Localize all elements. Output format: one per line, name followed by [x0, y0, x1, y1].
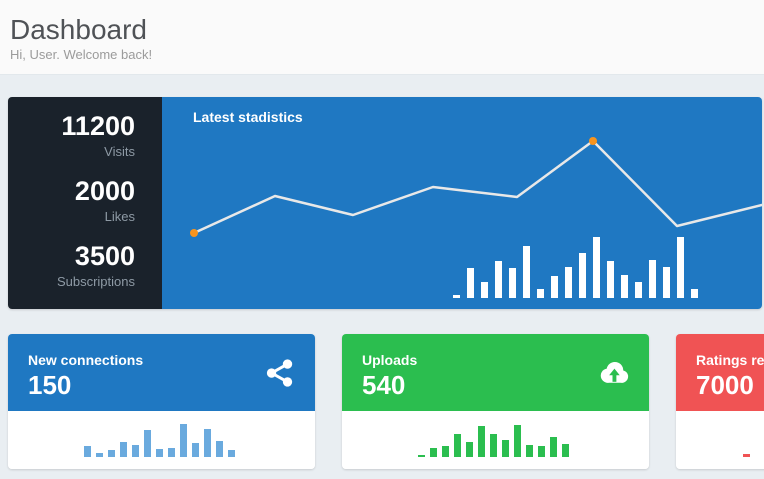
chart-bar	[550, 437, 557, 457]
stats-line-chart	[190, 137, 762, 237]
chart-bar	[180, 424, 187, 457]
chart-bar	[537, 289, 544, 298]
line-marker-dot	[190, 229, 198, 237]
card-ratings-received-header: Ratings received 7000	[676, 334, 764, 411]
chart-bar	[442, 446, 449, 457]
chart-bar	[120, 442, 127, 457]
card-ratings-received-value: 7000	[696, 370, 754, 400]
stat-visits: 11200 Visits	[8, 109, 135, 161]
stats-chart-area: Latest stadistics	[162, 97, 762, 309]
chart-bar	[453, 295, 460, 298]
stat-subscriptions-label: Subscriptions	[56, 274, 135, 289]
latest-statistics-panel: 11200 Visits 2000 Likes 3500 Subscriptio…	[8, 97, 762, 309]
chart-bar	[108, 450, 115, 457]
stat-likes-label: Likes	[104, 209, 135, 224]
stat-subscriptions: 3500 Subscriptions	[8, 239, 135, 291]
card-uploads[interactable]: Uploads 540	[342, 334, 649, 469]
chart-bar	[490, 434, 497, 457]
share-icon	[266, 359, 293, 387]
chart-bar	[228, 450, 235, 457]
chart-bar	[743, 454, 750, 457]
card-new-connections-mini-chart	[84, 424, 235, 457]
chart-bar	[635, 282, 642, 298]
chart-bar	[607, 261, 614, 298]
card-uploads-body	[342, 411, 649, 469]
stat-likes: 2000 Likes	[8, 174, 135, 226]
card-new-connections-value: 150	[28, 370, 72, 400]
chart-bar	[96, 453, 103, 457]
chart-bar	[204, 429, 211, 457]
stats-line	[192, 139, 762, 235]
chart-bar	[551, 276, 558, 298]
chart-bar	[467, 268, 474, 298]
chart-bar	[132, 445, 139, 457]
chart-bar	[418, 455, 425, 457]
chart-bar	[509, 268, 516, 298]
card-new-connections[interactable]: New connections 150	[8, 334, 315, 469]
chart-bar	[454, 434, 461, 457]
card-ratings-received-title: Ratings received	[696, 352, 764, 368]
card-ratings-received-mini-chart	[743, 454, 750, 457]
chart-bar	[562, 444, 569, 457]
stats-line-dots	[190, 137, 597, 237]
card-ratings-received[interactable]: Ratings received 7000	[676, 334, 764, 469]
card-uploads-header: Uploads 540	[342, 334, 649, 411]
stat-visits-value: 11200	[61, 111, 135, 141]
chart-bar	[84, 446, 91, 457]
chart-bar	[621, 275, 628, 298]
card-ratings-received-body	[676, 411, 764, 469]
chart-bar	[144, 430, 151, 457]
chart-bar	[538, 446, 545, 457]
chart-bar	[677, 237, 684, 298]
chart-bar	[168, 448, 175, 457]
chart-bar	[495, 261, 502, 298]
chart-bar	[216, 441, 223, 457]
stat-visits-label: Visits	[104, 144, 135, 159]
chart-bar	[663, 267, 670, 298]
stats-chart-title: Latest stadistics	[193, 109, 303, 125]
page-title: Dashboard	[10, 14, 147, 45]
card-uploads-title: Uploads	[362, 352, 418, 368]
card-new-connections-body	[8, 411, 315, 469]
card-uploads-mini-chart	[418, 425, 569, 457]
line-marker-dot	[589, 137, 597, 145]
card-new-connections-header: New connections 150	[8, 334, 315, 411]
chart-bar	[526, 445, 533, 457]
chart-bar	[514, 425, 521, 457]
cloud-upload-icon	[600, 361, 629, 383]
stats-bar-chart	[453, 237, 698, 298]
card-new-connections-title: New connections	[28, 352, 144, 368]
stats-summary-sidebar: 11200 Visits 2000 Likes 3500 Subscriptio…	[8, 97, 162, 309]
chart-bar	[192, 443, 199, 457]
chart-bar	[649, 260, 656, 298]
card-uploads-value: 540	[362, 370, 406, 400]
chart-bar	[502, 440, 509, 457]
chart-bar	[466, 442, 473, 457]
chart-bar	[593, 237, 600, 298]
page-subtitle: Hi, User. Welcome back!	[10, 47, 153, 62]
chart-bar	[430, 448, 437, 457]
chart-bar	[691, 289, 698, 298]
chart-bar	[579, 253, 586, 298]
chart-bar	[156, 449, 163, 457]
page-header: Dashboard Hi, User. Welcome back!	[0, 0, 764, 75]
stat-subscriptions-value: 3500	[74, 241, 135, 271]
chart-bar	[481, 282, 488, 298]
stat-likes-value: 2000	[74, 176, 135, 206]
summary-cards-row: New connections 150 Uploads 540	[8, 334, 764, 469]
chart-bar	[523, 246, 530, 298]
chart-bar	[478, 426, 485, 457]
chart-bar	[565, 267, 572, 298]
